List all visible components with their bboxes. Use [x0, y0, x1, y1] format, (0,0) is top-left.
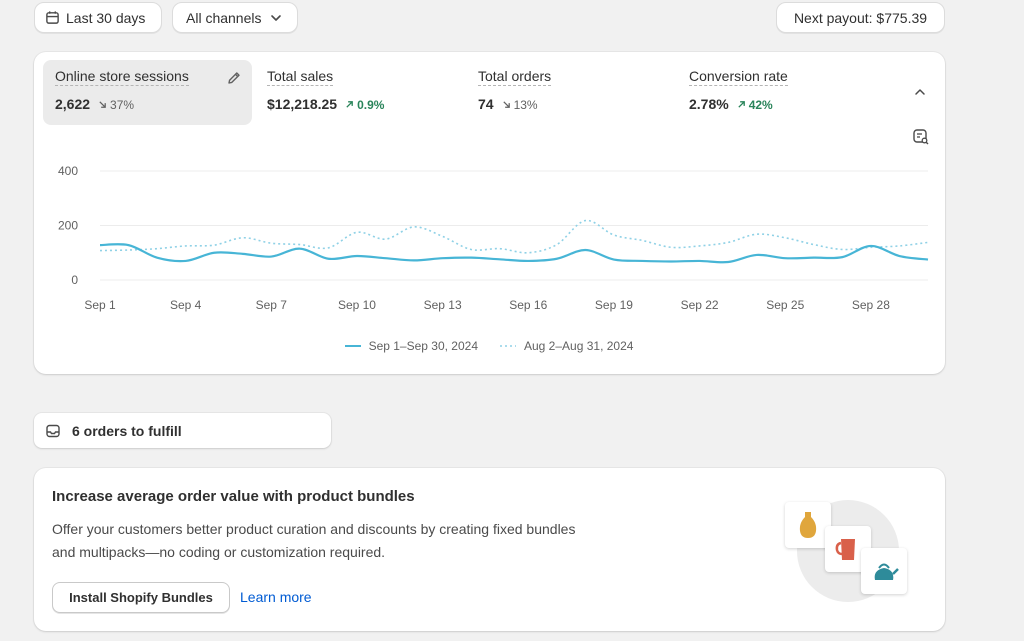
metric-change-value: 42%: [748, 97, 773, 112]
x-tick-label: Sep 28: [852, 298, 890, 312]
channel-select[interactable]: All channels: [172, 2, 298, 33]
chevron-down-icon: [270, 12, 282, 24]
y-tick-label: 200: [58, 219, 78, 233]
vase-tile: [785, 502, 831, 548]
next-payout-button[interactable]: Next payout: $775.39: [776, 2, 945, 33]
bundles-illustration: [779, 492, 914, 604]
metric-change-value: 37%: [110, 97, 135, 112]
metric-total-orders[interactable]: Total orders 74 13%: [466, 60, 666, 125]
y-tick-label: 400: [58, 164, 78, 178]
metric-change: 0.9%: [345, 98, 384, 112]
arrow-down-icon: [502, 101, 510, 108]
promo-body-line-2: and multipacks—no coding or customizatio…: [52, 544, 386, 560]
metric-change-value: 0.9%: [357, 97, 385, 112]
metric-label: Total orders: [478, 68, 552, 86]
x-tick-label: Sep 4: [170, 298, 202, 312]
y-tick-label: 0: [71, 273, 78, 287]
pitcher-icon: [835, 539, 855, 560]
chart-legend: Sep 1–Sep 30, 2024 Aug 2–Aug 31, 2024: [34, 339, 944, 353]
metric-online-store-sessions[interactable]: Online store sessions 2,622 37%: [43, 60, 252, 125]
kettle-icon: [874, 563, 899, 580]
x-tick-label: Sep 7: [256, 298, 288, 312]
metric-label: Conversion rate: [689, 68, 788, 86]
legend-item-previous: Aug 2–Aug 31, 2024: [500, 339, 633, 353]
metric-total-sales[interactable]: Total sales $12,218.25 0.9%: [255, 60, 455, 125]
analytics-card: Online store sessions 2,622 37% Total sa…: [34, 52, 945, 374]
metric-value: 74: [478, 96, 494, 112]
date-range-button[interactable]: Last 30 days: [34, 2, 162, 33]
metric-conversion-rate[interactable]: Conversion rate 2.78% 42%: [677, 60, 877, 125]
x-tick-label: Sep 16: [509, 298, 547, 312]
pencil-icon[interactable]: [226, 70, 242, 91]
arrow-down-icon: [99, 101, 106, 108]
date-range-label: Last 30 days: [66, 9, 146, 26]
orders-to-fulfill-button[interactable]: 6 orders to fulfill: [34, 413, 331, 448]
channel-label: All channels: [186, 9, 262, 26]
metric-value: 2,622: [55, 96, 91, 112]
metric-change: 13%: [502, 98, 538, 112]
kettle-tile: [861, 548, 907, 594]
x-tick-label: Sep 25: [766, 298, 804, 312]
legend-item-current: Sep 1–Sep 30, 2024: [344, 339, 478, 353]
install-shopify-bundles-button[interactable]: Install Shopify Bundles: [52, 582, 230, 613]
series-line-current-period: [99, 243, 929, 264]
chart-analysis-icon[interactable]: [912, 128, 930, 151]
legend-label: Aug 2–Aug 31, 2024: [524, 339, 634, 353]
metric-change-value: 13%: [513, 97, 538, 112]
legend-label: Sep 1–Sep 30, 2024: [368, 339, 478, 353]
metric-label: Total sales: [267, 68, 334, 86]
x-tick-label: Sep 22: [681, 298, 719, 312]
x-tick-label: Sep 19: [595, 298, 633, 312]
promo-title: Increase average order value with produc…: [52, 488, 415, 505]
calendar-icon: [45, 10, 60, 25]
x-tick-label: Sep 13: [424, 298, 462, 312]
sessions-line-chart: 400 200 0 Sep 1 Sep 4 Sep 7 Sep 10 Sep 13 Sep 1…: [58, 164, 929, 312]
promo-body-line-1: Offer your customers better product cura…: [52, 521, 576, 537]
vase-icon: [799, 512, 817, 538]
orders-to-fulfill-label: 6 orders to fulfill: [72, 422, 182, 439]
metric-change: 37%: [98, 98, 134, 112]
x-tick-label: Sep 10: [338, 298, 376, 312]
arrow-up-icon: [346, 101, 353, 108]
metric-value: 2.78%: [689, 96, 729, 112]
metric-value: $12,218.25: [267, 96, 338, 112]
arrow-up-icon: [738, 101, 745, 108]
metric-change: 42%: [737, 98, 773, 112]
series-line-previous-period: [99, 219, 929, 254]
metric-label: Online store sessions: [55, 68, 189, 86]
next-payout-label: Next payout: $775.39: [793, 9, 928, 26]
inbox-icon: [45, 423, 61, 439]
x-tick-label: Sep 1: [84, 298, 116, 312]
learn-more-link[interactable]: Learn more: [240, 589, 312, 605]
bundles-promo-card: Increase average order value with produc…: [34, 468, 945, 631]
chevron-up-icon[interactable]: [913, 85, 927, 104]
